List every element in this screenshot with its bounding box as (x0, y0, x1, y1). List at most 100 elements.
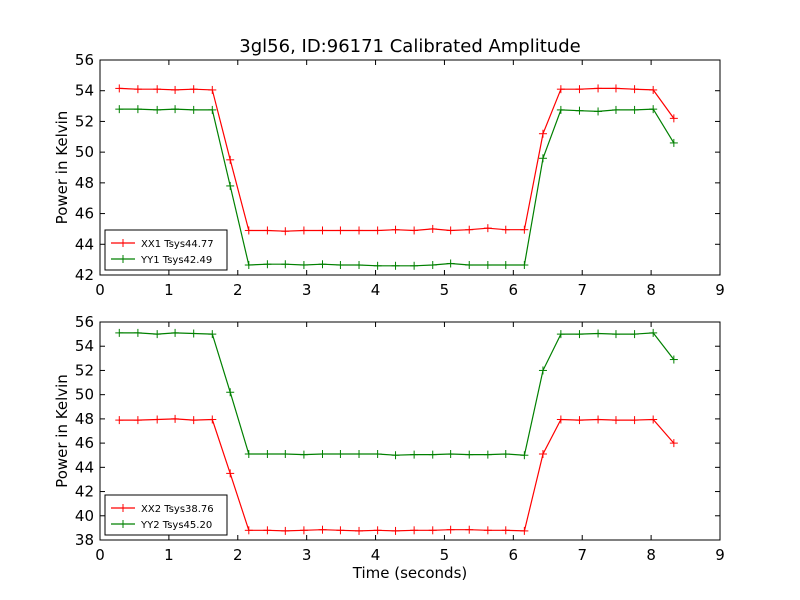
plot-frame (99, 321, 721, 541)
series-2-point (244, 261, 253, 270)
series-1-point (538, 129, 547, 138)
y-tick-label: 54 (75, 82, 94, 100)
series-1-point (299, 526, 308, 535)
series-1-point (669, 114, 678, 123)
y-tick-label: 54 (75, 337, 94, 355)
series-1-point (281, 227, 290, 236)
y-tick-label: 52 (75, 112, 94, 130)
y-tick-label: 48 (75, 174, 94, 192)
x-tick-label: 0 (95, 281, 105, 299)
x-tick-label: 8 (646, 281, 656, 299)
series-2-point (594, 107, 603, 116)
series-1-point (373, 526, 382, 535)
legend-box (104, 494, 228, 536)
series-1-point (446, 226, 455, 235)
series-2-point (115, 105, 124, 114)
series-1-point (391, 225, 400, 234)
x-tick-label: 5 (440, 281, 450, 299)
series-1-point (520, 225, 529, 234)
series-2-point (244, 450, 253, 459)
legend-label: XX1 Tsys44.77 (141, 239, 214, 250)
legend-label: YY1 Tsys42.49 (140, 255, 212, 266)
series-1-point (336, 526, 345, 535)
series-2-point (575, 330, 584, 339)
series-1-point (611, 84, 620, 93)
series-line-2 (119, 332, 675, 456)
series-2-point (575, 106, 584, 115)
series-1-point (611, 416, 620, 425)
legend: XX2 Tsys38.76 YY2 Tsys45.20 (104, 494, 228, 536)
series-2-point (318, 450, 327, 459)
series-2-point (355, 261, 364, 270)
x-tick-label: 2 (233, 546, 243, 564)
chart-title: 3gl56, ID:96171 Calibrated Amplitude (239, 36, 580, 57)
x-tick-label: 2 (233, 281, 243, 299)
series-2-point (520, 261, 529, 270)
series-2-point (281, 260, 290, 269)
x-tick-label: 6 (509, 546, 519, 564)
y-tick-label: 46 (75, 205, 94, 223)
series-1-point (171, 85, 180, 94)
x-tick-label: 1 (164, 281, 174, 299)
series-2-point (611, 105, 620, 114)
series-1-point (318, 525, 327, 534)
series-1-point (318, 226, 327, 235)
series-2-point (318, 260, 327, 269)
series-1-point (226, 155, 235, 164)
x-tick-label: 9 (715, 281, 725, 299)
series-2-point (263, 260, 272, 269)
series-2-point (373, 261, 382, 270)
x-tick-label: 8 (646, 546, 656, 564)
series-1-point (465, 225, 474, 234)
series-1-point (115, 84, 124, 93)
series-1-point (556, 85, 565, 94)
series-1-point (281, 526, 290, 535)
series-1-point (575, 416, 584, 425)
series-1-point (630, 416, 639, 425)
series-1-point (428, 224, 437, 233)
series-1-point (133, 85, 142, 94)
series-1-point (153, 415, 162, 424)
y-tick-label: 56 (75, 313, 94, 331)
series-1-point (520, 526, 529, 535)
y-tick-label: 44 (75, 235, 94, 253)
series-2-point (611, 330, 620, 339)
x-tick-label: 4 (371, 546, 381, 564)
x-tick-label: 6 (509, 281, 519, 299)
x-tick-label: 0 (95, 546, 105, 564)
series-2-point (208, 330, 217, 339)
series-1-point (133, 416, 142, 425)
series-1-point (263, 226, 272, 235)
series-2-point (538, 366, 547, 375)
series-1-point (355, 226, 364, 235)
series-2-point (520, 451, 529, 460)
y-tick-label: 56 (75, 51, 94, 69)
series-1-point (244, 226, 253, 235)
y-tick-label: 50 (75, 386, 94, 404)
legend-entry: YY1 Tsys42.49 (111, 255, 212, 266)
series-1-point (630, 85, 639, 94)
series-2-point (263, 450, 272, 459)
y-tick-label: 38 (75, 531, 94, 549)
series-2-point (594, 329, 603, 338)
series-1-point (208, 85, 217, 94)
series-2-point (226, 388, 235, 397)
y-tick-label: 42 (75, 266, 94, 284)
series-2-point (373, 450, 382, 459)
series-1-point (410, 526, 419, 535)
series-2-point (669, 138, 678, 147)
series-1-point (669, 439, 678, 448)
series-2-point (115, 328, 124, 337)
series-2-point (299, 450, 308, 459)
series-2-point (391, 451, 400, 460)
series-2-point (669, 355, 678, 364)
series-1-point (226, 469, 235, 478)
y-tick-label: 40 (75, 507, 94, 525)
series-1-point (483, 224, 492, 233)
x-tick-label: 4 (371, 281, 381, 299)
series-2-point (649, 105, 658, 114)
x-tick-label: 1 (164, 546, 174, 564)
